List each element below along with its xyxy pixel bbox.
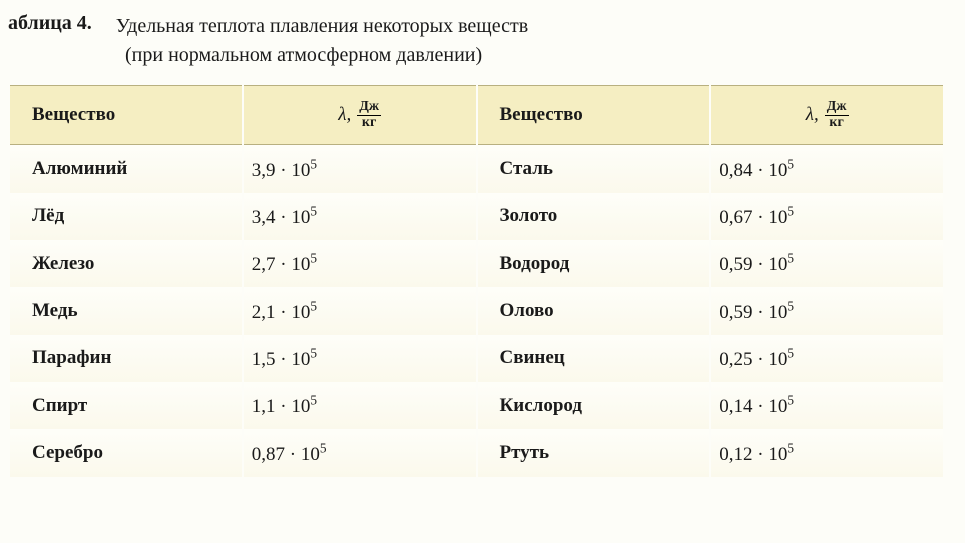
value-right: 0,67 · 105 (711, 193, 943, 240)
value-right: 0,84 · 105 (711, 145, 943, 192)
lambda-symbol: λ, (338, 104, 351, 126)
substance-right: Золото (478, 193, 710, 240)
value-right: 0,14 · 105 (711, 382, 943, 429)
value-right: 0,59 · 105 (711, 287, 943, 334)
table-row: Алюминий3,9 · 105Сталь0,84 · 105 (10, 145, 943, 192)
table-title: Удельная теплота плавления некоторых вещ… (116, 12, 528, 40)
substance-left: Серебро (10, 429, 242, 476)
value-left: 1,1 · 105 (244, 382, 476, 429)
substance-left: Алюминий (10, 145, 242, 192)
substance-left: Спирт (10, 382, 242, 429)
substance-left: Медь (10, 287, 242, 334)
unit-bottom: кг (360, 116, 378, 131)
data-table: Вещество λ, Дж кг Вещество (8, 85, 945, 477)
table-row: Лёд3,4 · 105Золото0,67 · 105 (10, 193, 943, 240)
substance-left: Железо (10, 240, 242, 287)
unit-top: Дж (825, 100, 849, 116)
substance-right: Сталь (478, 145, 710, 192)
table-subtitle: (при нормальном атмосферном давлении) (125, 44, 945, 67)
header-substance-right: Вещество (478, 85, 710, 145)
substance-left: Лёд (10, 193, 242, 240)
substance-right: Кислород (478, 382, 710, 429)
header-substance-label: Вещество (32, 104, 115, 125)
value-left: 3,9 · 105 (244, 145, 476, 192)
table-header-row: Вещество λ, Дж кг Вещество (10, 85, 943, 145)
substance-right: Ртуть (478, 429, 710, 476)
unit-fraction: Дж кг (357, 100, 381, 130)
table-row: Медь2,1 · 105Олово0,59 · 105 (10, 287, 943, 334)
value-left: 3,4 · 105 (244, 193, 476, 240)
unit-top: Дж (357, 100, 381, 116)
title-row: аблица 4. Удельная теплота плавления нек… (8, 12, 945, 40)
value-left: 2,7 · 105 (244, 240, 476, 287)
value-left: 1,5 · 105 (244, 335, 476, 382)
unit-fraction: Дж кг (825, 100, 849, 130)
value-left: 0,87 · 105 (244, 429, 476, 476)
substance-right: Водород (478, 240, 710, 287)
table-row: Железо2,7 · 105Водород0,59 · 105 (10, 240, 943, 287)
unit-bottom: кг (827, 116, 845, 131)
table-row: Спирт1,1 · 105Кислород0,14 · 105 (10, 382, 943, 429)
value-right: 0,25 · 105 (711, 335, 943, 382)
header-substance-left: Вещество (10, 85, 242, 145)
substance-left: Парафин (10, 335, 242, 382)
table-row: Серебро0,87 · 105Ртуть0,12 · 105 (10, 429, 943, 476)
header-substance-label: Вещество (500, 104, 583, 125)
value-right: 0,12 · 105 (711, 429, 943, 476)
value-right: 0,59 · 105 (711, 240, 943, 287)
value-left: 2,1 · 105 (244, 287, 476, 334)
lambda-symbol: λ, (806, 104, 819, 126)
table-number: аблица 4. (8, 12, 92, 35)
substance-right: Олово (478, 287, 710, 334)
table-row: Парафин1,5 · 105Свинец0,25 · 105 (10, 335, 943, 382)
header-value-left: λ, Дж кг (244, 85, 476, 145)
substance-right: Свинец (478, 335, 710, 382)
header-value-right: λ, Дж кг (711, 85, 943, 145)
